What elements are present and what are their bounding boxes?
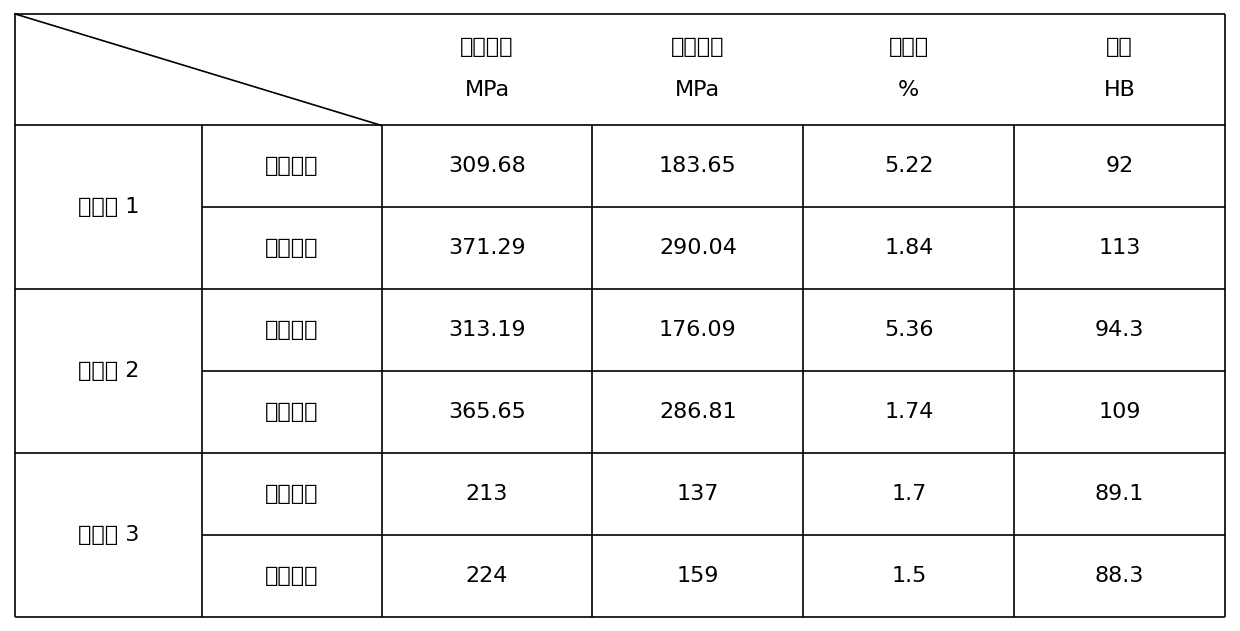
Text: 硬度: 硬度	[1106, 37, 1133, 57]
Text: 1.7: 1.7	[892, 484, 926, 504]
Text: 1.84: 1.84	[884, 239, 934, 258]
Text: 92: 92	[1106, 156, 1133, 177]
Text: MPa: MPa	[676, 80, 720, 100]
Text: 延伸率: 延伸率	[889, 37, 929, 57]
Text: 热处理前: 热处理前	[265, 156, 319, 177]
Text: 屈服强度: 屈服强度	[671, 37, 724, 57]
Text: 286.81: 286.81	[660, 403, 737, 422]
Text: 94.3: 94.3	[1095, 321, 1145, 340]
Text: 88.3: 88.3	[1095, 566, 1145, 586]
Text: 热处理后: 热处理后	[265, 403, 319, 422]
Text: 176.09: 176.09	[658, 321, 737, 340]
Text: 5.36: 5.36	[884, 321, 934, 340]
Text: 实施例 1: 实施例 1	[78, 198, 139, 218]
Text: 热处理前: 热处理前	[265, 321, 319, 340]
Text: 热处理后: 热处理后	[265, 566, 319, 586]
Text: 290.04: 290.04	[658, 239, 737, 258]
Text: 89.1: 89.1	[1095, 484, 1145, 504]
Text: %: %	[898, 80, 919, 100]
Text: 5.22: 5.22	[884, 156, 934, 177]
Text: 1.74: 1.74	[884, 403, 934, 422]
Text: 1.5: 1.5	[892, 566, 926, 586]
Text: 213: 213	[466, 484, 508, 504]
Text: 实施例 3: 实施例 3	[78, 525, 139, 545]
Text: HB: HB	[1104, 80, 1136, 100]
Text: 371.29: 371.29	[448, 239, 526, 258]
Text: 313.19: 313.19	[448, 321, 526, 340]
Text: 113: 113	[1099, 239, 1141, 258]
Text: 365.65: 365.65	[448, 403, 526, 422]
Text: 183.65: 183.65	[658, 156, 737, 177]
Text: 抗拉强度: 抗拉强度	[460, 37, 513, 57]
Text: 224: 224	[466, 566, 508, 586]
Text: MPa: MPa	[465, 80, 510, 100]
Text: 137: 137	[677, 484, 719, 504]
Text: 309.68: 309.68	[448, 156, 526, 177]
Text: 实施例 2: 实施例 2	[78, 362, 139, 381]
Text: 159: 159	[677, 566, 719, 586]
Text: 热处理后: 热处理后	[265, 239, 319, 258]
Text: 热处理前: 热处理前	[265, 484, 319, 504]
Text: 109: 109	[1099, 403, 1141, 422]
